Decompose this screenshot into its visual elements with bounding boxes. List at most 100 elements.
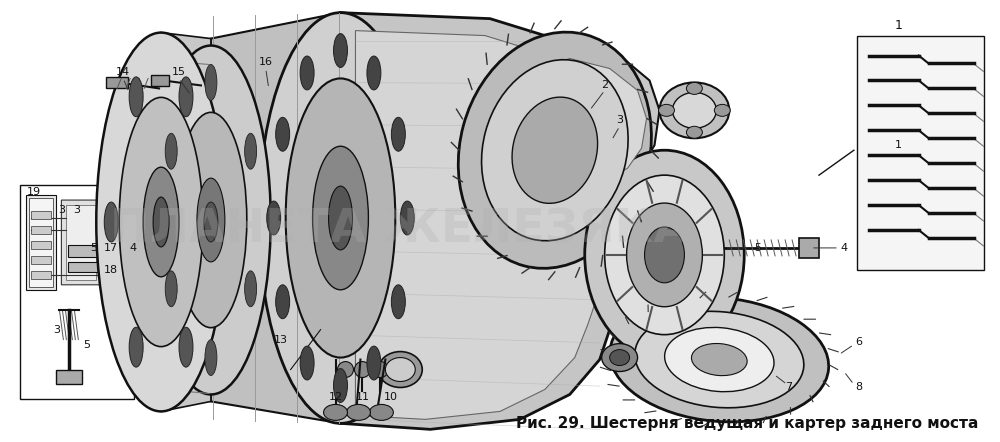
Polygon shape [66, 205, 96, 280]
Text: 17: 17 [104, 243, 118, 253]
Ellipse shape [205, 65, 217, 100]
Text: 4: 4 [130, 243, 137, 253]
Ellipse shape [372, 362, 388, 377]
Text: 3: 3 [616, 115, 623, 126]
Ellipse shape [197, 178, 225, 262]
Ellipse shape [659, 83, 729, 138]
Ellipse shape [129, 77, 143, 117]
Ellipse shape [334, 34, 347, 68]
Ellipse shape [346, 404, 370, 420]
Text: Рис. 29. Шестерня ведущая и картер заднего моста: Рис. 29. Шестерня ведущая и картер задне… [516, 416, 978, 431]
Bar [31, 226, 51, 234]
Ellipse shape [165, 271, 177, 307]
Ellipse shape [300, 346, 314, 380]
Ellipse shape [300, 56, 314, 90]
Polygon shape [29, 198, 53, 287]
Text: 1: 1 [895, 140, 902, 150]
Bar [31, 256, 51, 264]
Ellipse shape [672, 92, 716, 128]
Ellipse shape [204, 202, 218, 242]
Ellipse shape [153, 197, 169, 247]
Ellipse shape [129, 327, 143, 367]
Ellipse shape [665, 328, 774, 392]
Ellipse shape [385, 358, 415, 381]
Text: 14: 14 [116, 68, 130, 77]
Ellipse shape [610, 350, 630, 366]
Ellipse shape [367, 56, 381, 90]
Ellipse shape [175, 112, 247, 328]
Ellipse shape [482, 60, 628, 241]
Text: 8: 8 [855, 382, 862, 392]
Polygon shape [61, 200, 116, 285]
Text: 2: 2 [601, 80, 608, 91]
Polygon shape [516, 58, 647, 183]
Ellipse shape [585, 150, 744, 359]
Ellipse shape [179, 327, 193, 367]
Polygon shape [26, 195, 56, 290]
Text: 10: 10 [383, 392, 397, 403]
Bar [151, 76, 169, 87]
Text: 15: 15 [172, 68, 186, 77]
Ellipse shape [119, 97, 203, 347]
Ellipse shape [313, 146, 368, 290]
Ellipse shape [645, 227, 684, 283]
Polygon shape [518, 46, 659, 188]
Text: 13: 13 [274, 335, 288, 345]
Bar [31, 241, 51, 249]
Bar [106, 77, 128, 88]
Ellipse shape [714, 104, 730, 116]
Ellipse shape [151, 46, 271, 394]
Polygon shape [341, 13, 645, 429]
Ellipse shape [165, 133, 177, 169]
Text: 3: 3 [53, 325, 60, 335]
Ellipse shape [259, 13, 422, 423]
Ellipse shape [627, 203, 702, 307]
Ellipse shape [605, 175, 724, 335]
Text: 1: 1 [895, 19, 903, 32]
Ellipse shape [354, 362, 370, 377]
Ellipse shape [400, 201, 414, 235]
Ellipse shape [369, 404, 393, 420]
Text: 4: 4 [840, 243, 847, 253]
Ellipse shape [512, 97, 598, 203]
Bar [20, 185, 134, 400]
Text: 5: 5 [83, 339, 90, 350]
Ellipse shape [245, 271, 257, 307]
Ellipse shape [659, 104, 674, 116]
Text: 5: 5 [90, 243, 97, 253]
Text: 3: 3 [73, 205, 80, 215]
Ellipse shape [367, 346, 381, 380]
Ellipse shape [329, 186, 352, 250]
Ellipse shape [391, 117, 405, 151]
Ellipse shape [686, 126, 702, 138]
Text: ПЛАНЕТА ЖЕЛЕЗЯКА: ПЛАНЕТА ЖЕЛЕЗЯКА [110, 207, 690, 252]
Ellipse shape [602, 343, 638, 372]
Polygon shape [211, 13, 341, 423]
Ellipse shape [635, 311, 804, 408]
Text: 19: 19 [26, 187, 41, 197]
Bar [56, 370, 82, 385]
Ellipse shape [691, 343, 747, 376]
Ellipse shape [334, 369, 347, 402]
Bar [31, 211, 51, 219]
Text: 16: 16 [259, 57, 273, 68]
Text: 5: 5 [754, 243, 761, 253]
Text: 3: 3 [58, 205, 65, 215]
Bar [31, 271, 51, 279]
Text: 18: 18 [104, 265, 118, 275]
Ellipse shape [324, 404, 347, 420]
Ellipse shape [458, 32, 651, 268]
Text: 6: 6 [855, 337, 862, 347]
Ellipse shape [276, 285, 290, 319]
Ellipse shape [610, 297, 829, 422]
Ellipse shape [245, 133, 257, 169]
Ellipse shape [104, 202, 118, 242]
Ellipse shape [276, 117, 290, 151]
Bar [68, 262, 103, 272]
Ellipse shape [96, 33, 226, 412]
Text: 12: 12 [328, 392, 343, 403]
Ellipse shape [686, 83, 702, 95]
Ellipse shape [286, 78, 395, 358]
Text: 7: 7 [786, 382, 793, 392]
Text: 11: 11 [355, 392, 369, 403]
